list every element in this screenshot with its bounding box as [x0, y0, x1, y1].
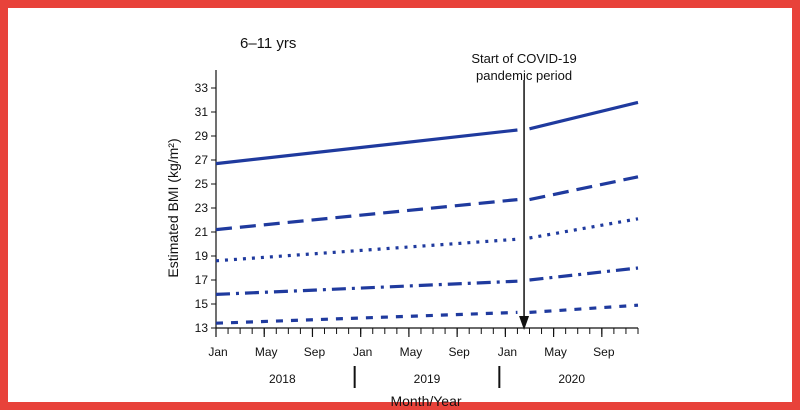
y-tick-label: 19 [195, 249, 209, 263]
chart-title: 6–11 yrs [240, 35, 296, 52]
annotation-text-line: Start of COVID-19 [471, 51, 576, 66]
series-dotted-segment-1 [215, 237, 518, 263]
year-label: 2019 [414, 372, 441, 386]
x-tick-label: May [255, 345, 278, 359]
x-tick-label: Sep [593, 345, 615, 359]
y-tick-label: 31 [195, 105, 209, 119]
x-tick-label: Jan [353, 345, 372, 359]
x-tick-label: May [544, 345, 567, 359]
series-dashed-segment-2 [529, 175, 639, 202]
series-dashed-segment-1 [215, 198, 518, 232]
y-tick-label: 33 [195, 81, 209, 95]
x-axis-title: Month/Year [390, 393, 461, 409]
year-label: 2020 [558, 372, 585, 386]
y-tick-label: 13 [195, 321, 209, 335]
plot-area: 13 15 17 19 21 23 25 27 29 31 33 Jan May Sep Jan May Sep… [195, 51, 639, 388]
y-tick-label: 15 [195, 297, 209, 311]
y-tick-label: 23 [195, 201, 209, 215]
pandemic-arrow-head [519, 316, 530, 330]
series-short-dash-segment-2 [529, 303, 639, 314]
series-dash-dot-segment-1 [215, 279, 518, 296]
series-dotted-segment-2 [529, 217, 639, 240]
year-label: 2018 [269, 372, 296, 386]
x-tick-label: Jan [208, 345, 227, 359]
y-tick-label: 27 [195, 153, 209, 167]
y-axis-title: Estimated BMI (kg/m²) [165, 138, 181, 277]
y-tick-label: 25 [195, 177, 209, 191]
annotation-text-line: pandemic period [476, 68, 572, 83]
y-tick-label: 29 [195, 129, 209, 143]
series-short-dash-segment-1 [215, 310, 518, 325]
series-solid-segment-1 [215, 128, 518, 166]
chart: 6–11 yrs 13 15 17 19 21 23 25 27 29 31 33 Jan May Sep… [165, 35, 639, 409]
series-dash-dot-segment-2 [529, 266, 639, 282]
y-tick-label: 21 [195, 225, 209, 239]
y-tick-label: 17 [195, 273, 209, 287]
x-tick-label: May [400, 345, 423, 359]
x-tick-label: Jan [498, 345, 517, 359]
x-tick-label: Sep [304, 345, 326, 359]
x-tick-label: Sep [448, 345, 470, 359]
series-solid-segment-2 [529, 100, 639, 131]
